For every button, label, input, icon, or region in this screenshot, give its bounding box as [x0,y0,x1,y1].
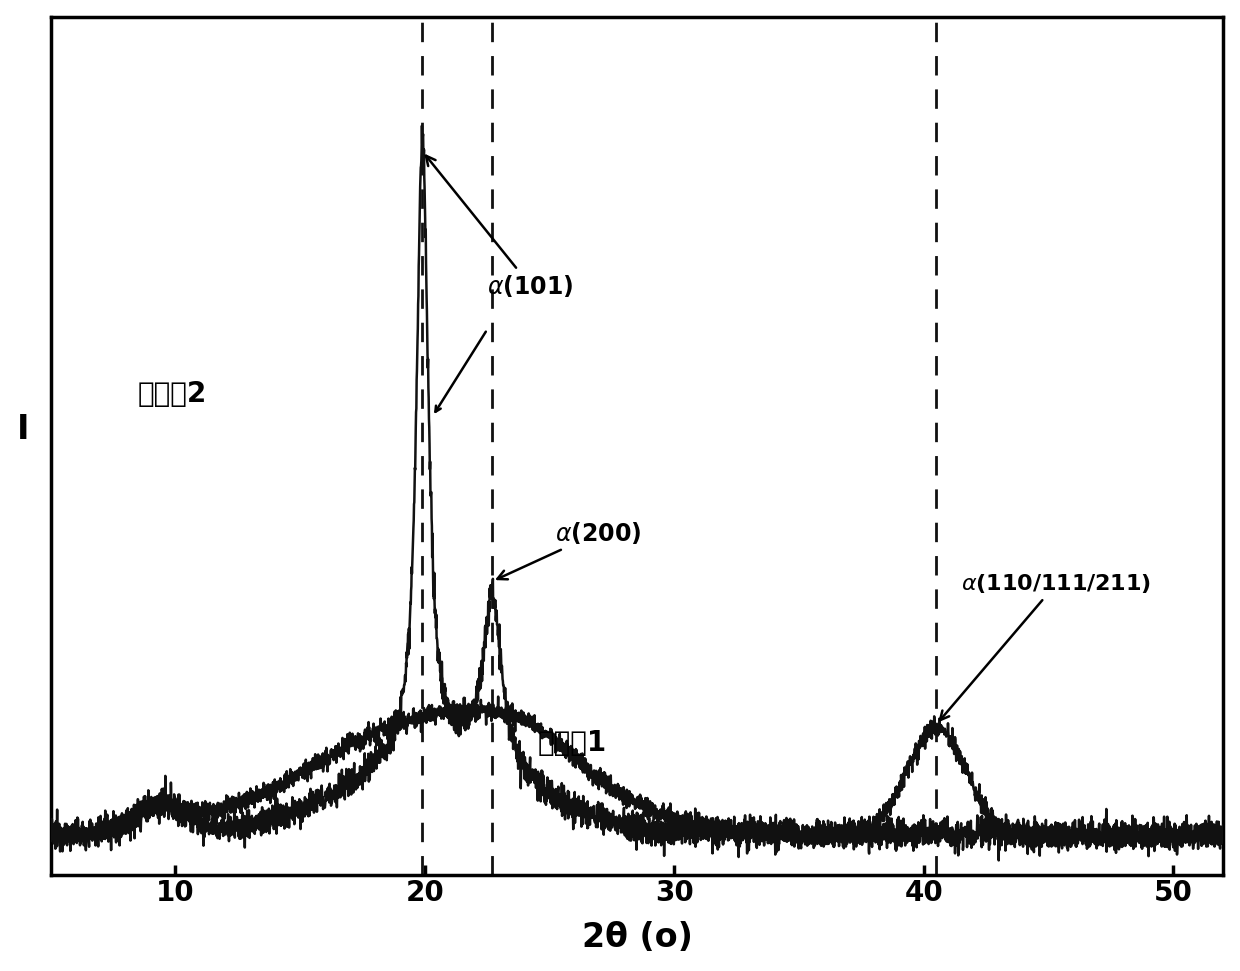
Y-axis label: I: I [16,413,30,446]
Text: $\alpha$(200): $\alpha$(200) [497,519,641,580]
Text: 对比例1: 对比例1 [537,729,606,757]
Text: 对比例2: 对比例2 [138,380,207,408]
X-axis label: 2θ (o): 2θ (o) [582,921,692,954]
Text: $\alpha$(110/111/211): $\alpha$(110/111/211) [940,572,1151,720]
Text: $\alpha$(101): $\alpha$(101) [425,155,574,299]
